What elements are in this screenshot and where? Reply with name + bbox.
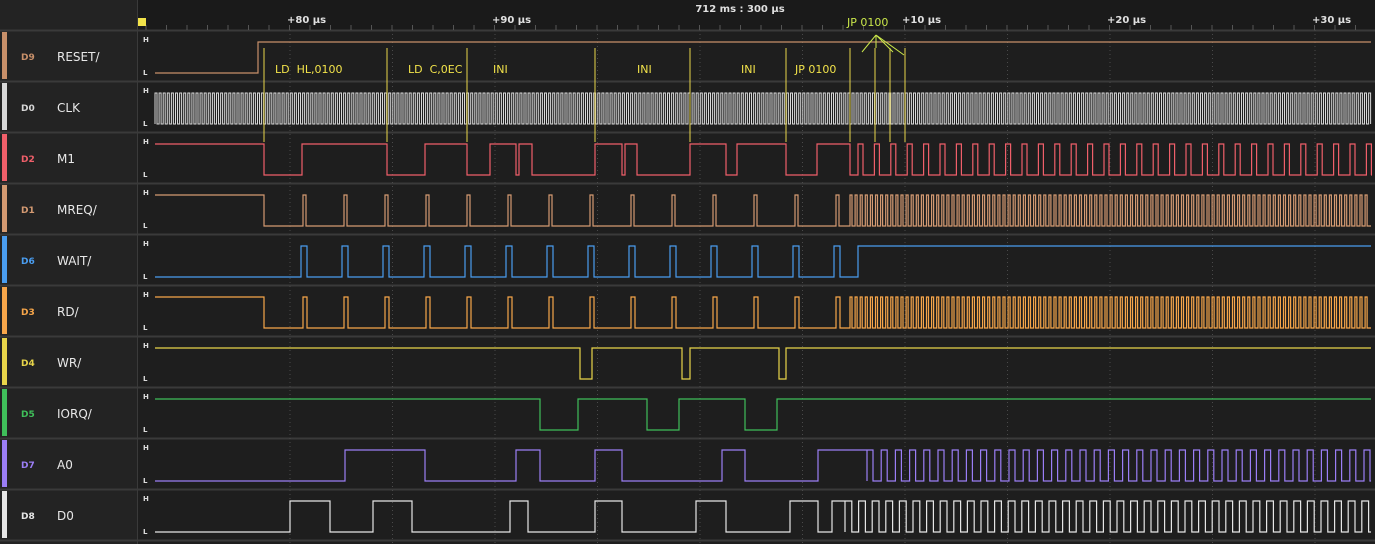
channel-name: WR/ (57, 356, 82, 370)
channel-color-d6 (2, 236, 7, 283)
time-ruler[interactable] (137, 0, 1375, 30)
channel-id: D5 (21, 410, 35, 420)
decode-annotation: INI (741, 63, 756, 76)
channel-color-d5 (2, 389, 7, 436)
ruler-tick-label: +20 µs (1107, 15, 1147, 26)
decode-annotation: LD HL,0100 (275, 63, 343, 76)
signal-trace-d5 (155, 398, 1371, 431)
jump-marker-arrow (861, 34, 905, 56)
channel-id: D1 (21, 206, 35, 216)
channel-id: D6 (21, 257, 35, 267)
level-high-label: H (143, 189, 149, 197)
channel-id: D4 (21, 359, 35, 369)
channel-sidebar (0, 0, 137, 544)
level-low-label: L (143, 69, 148, 77)
signal-trace-d4 (155, 347, 1371, 380)
level-low-label: L (143, 222, 148, 230)
signal-trace-d2 (155, 143, 1372, 176)
signal-trace-d6 (155, 245, 1371, 278)
channel-name: CLK (57, 101, 80, 115)
level-high-label: H (143, 36, 149, 44)
channel-id: D8 (21, 512, 35, 522)
channel-color-d7 (2, 440, 7, 487)
decode-annotation: INI (637, 63, 652, 76)
channel-color-d2 (2, 134, 7, 181)
channel-id: D2 (21, 155, 35, 165)
decode-annotation: LD C,0EC (408, 63, 463, 76)
channel-name: RD/ (57, 305, 79, 319)
channel-color-d4 (2, 338, 7, 385)
channel-name: WAIT/ (57, 254, 92, 268)
ruler-start-marker (138, 18, 146, 26)
channel-name: RESET/ (57, 50, 100, 64)
level-high-label: H (143, 342, 149, 350)
channel-color-d0 (2, 83, 7, 130)
level-high-label: H (143, 240, 149, 248)
channel-color-d3 (2, 287, 7, 334)
channel-name: IORQ/ (57, 407, 92, 421)
jump-marker-label: JP 0100 (847, 16, 889, 29)
level-low-label: L (143, 528, 148, 536)
level-low-label: L (143, 324, 148, 332)
level-high-label: H (143, 444, 149, 452)
channel-name: A0 (57, 458, 73, 472)
level-high-label: H (143, 393, 149, 401)
level-low-label: L (143, 273, 148, 281)
ruler-tick-label: +10 µs (902, 15, 942, 26)
channel-id: D9 (21, 53, 35, 63)
channel-color-d1 (2, 185, 7, 232)
channel-color-d8 (2, 491, 7, 538)
channel-name: D0 (57, 509, 74, 523)
ruler-tick-label: +90 µs (492, 15, 532, 26)
signal-trace-d1 (155, 194, 1371, 227)
signal-trace-d0 (154, 92, 1372, 125)
signal-trace-d3 (155, 296, 1371, 329)
channel-name: MREQ/ (57, 203, 97, 217)
ruler-tick-label: +30 µs (1312, 15, 1352, 26)
level-low-label: L (143, 171, 148, 179)
channel-id: D0 (21, 104, 35, 114)
ruler-tick-label: +80 µs (287, 15, 327, 26)
signal-trace-d9 (155, 41, 1371, 74)
level-low-label: L (143, 426, 148, 434)
decode-annotation: JP 0100 (795, 63, 837, 76)
channel-color-d9 (2, 32, 7, 79)
channel-id: D7 (21, 461, 35, 471)
level-high-label: H (143, 138, 149, 146)
channel-id: D3 (21, 308, 35, 318)
level-low-label: L (143, 120, 148, 128)
level-high-label: H (143, 87, 149, 95)
level-high-label: H (143, 495, 149, 503)
ruler-center-label: 712 ms : 300 µs (695, 4, 785, 15)
decode-annotation: INI (493, 63, 508, 76)
level-low-label: L (143, 477, 148, 485)
signal-trace-d8 (155, 500, 1371, 533)
level-high-label: H (143, 291, 149, 299)
signal-trace-d7 (155, 449, 1371, 482)
channel-name: M1 (57, 152, 75, 166)
level-low-label: L (143, 375, 148, 383)
